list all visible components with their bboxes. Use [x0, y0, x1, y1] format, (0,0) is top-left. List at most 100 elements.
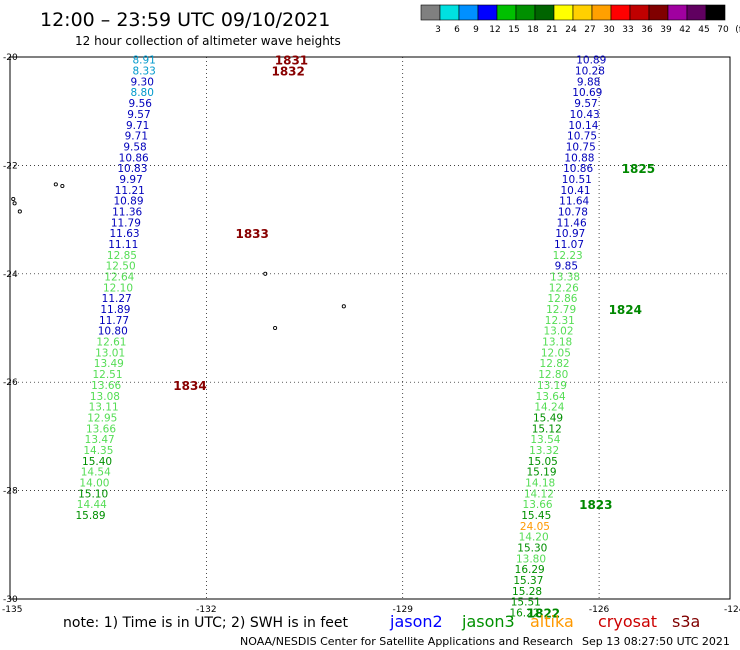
- swh-value: 9.57: [127, 109, 150, 121]
- legend-swatch: [515, 4, 536, 21]
- swh-value: 10.28: [575, 66, 605, 78]
- satellite-name: altika: [530, 612, 574, 631]
- island-mark: [263, 271, 268, 276]
- swh-value: 14.18: [525, 477, 555, 489]
- swh-value: 14.24: [534, 402, 564, 414]
- legend-label: 24: [565, 25, 577, 35]
- legend-label: 39: [660, 25, 672, 35]
- legend-swatch: [667, 4, 688, 21]
- swh-value: 12.95: [87, 412, 117, 424]
- swh-value: 15.28: [512, 586, 542, 598]
- swh-value: 9.58: [123, 141, 146, 153]
- swh-value: 13.38: [550, 272, 580, 284]
- swh-value: 12.82: [540, 358, 570, 370]
- swh-value: 14.20: [519, 532, 549, 544]
- swh-value: 13.02: [543, 326, 573, 338]
- time-label: 1824: [609, 303, 642, 317]
- swh-value: 9.85: [555, 261, 578, 273]
- swh-value: 15.51: [511, 597, 541, 609]
- island-mark: [53, 182, 58, 187]
- swh-value: 13.66: [91, 380, 121, 392]
- swh-value: 15.37: [513, 575, 543, 587]
- swh-value: 14.44: [77, 499, 107, 511]
- track-east: 10.8910.289.8810.699.5710.4310.1410.7510…: [509, 55, 606, 620]
- islands: [11, 182, 346, 331]
- swh-value: 10.89: [113, 196, 143, 208]
- swh-value: 15.05: [528, 456, 558, 468]
- swh-value: 12.10: [103, 282, 133, 294]
- legend-label: 3: [435, 25, 441, 35]
- swh-value: 9.97: [119, 174, 142, 186]
- legend-swatch: [591, 4, 612, 21]
- legend-swatch: [705, 4, 726, 21]
- legend-label: 33: [622, 25, 633, 35]
- swh-value: 13.18: [542, 337, 572, 349]
- legend-label: 6: [454, 25, 460, 35]
- swh-value: 15.45: [521, 510, 551, 522]
- swh-value: 11.21: [115, 185, 145, 197]
- swh-value: 12.80: [538, 369, 568, 381]
- legend-label: 45: [698, 25, 709, 35]
- swh-value: 10.43: [570, 109, 600, 121]
- swh-value: 15.10: [78, 488, 108, 500]
- swh-value: 13.49: [94, 358, 124, 370]
- swh-value: 10.14: [568, 120, 598, 132]
- swh-value: 13.32: [529, 445, 559, 457]
- x-tick-label: -135: [2, 605, 22, 615]
- legend-swatch: [610, 4, 631, 21]
- y-tick-labels: -20 -22 -24 -26 -28 -30: [3, 53, 18, 605]
- swh-value: 11.27: [102, 293, 132, 305]
- satellite-name: s3a: [672, 612, 700, 631]
- time-label: 1834: [173, 379, 206, 393]
- footer-note: note: 1) Time is in UTC; 2) SWH is in fe…: [63, 615, 349, 631]
- swh-value: 13.66: [523, 499, 553, 511]
- legend-label: 36: [641, 25, 653, 35]
- legend-swatch: [439, 4, 460, 21]
- y-tick-label: -24: [3, 270, 18, 280]
- swh-value: 10.83: [117, 163, 147, 175]
- y-tick-label: -26: [3, 378, 18, 388]
- swh-value: 12.64: [104, 272, 134, 284]
- y-tick-label: -30: [3, 595, 18, 605]
- legend-label: 27: [584, 25, 595, 35]
- swh-value: 12.50: [106, 261, 136, 273]
- swh-value: 12.05: [541, 347, 571, 359]
- legend-label: 15: [508, 25, 519, 35]
- swh-value: 12.85: [107, 250, 137, 262]
- y-tick-label: -22: [3, 161, 18, 171]
- satellite-name: cryosat: [598, 612, 657, 631]
- footer-timestamp: Sep 13 08:27:50 UTC 2021: [582, 635, 730, 648]
- swh-value: 13.54: [530, 434, 560, 446]
- swh-value: 11.63: [110, 228, 140, 240]
- swh-value: 15.40: [82, 456, 112, 468]
- swh-value: 11.36: [112, 206, 142, 218]
- swh-value: 9.71: [125, 131, 148, 143]
- swh-value: 10.97: [555, 228, 585, 240]
- island-mark: [273, 325, 278, 331]
- chart-subtitle: 12 hour collection of altimeter wave hei…: [75, 34, 341, 48]
- x-tick-label: -129: [393, 605, 414, 615]
- swh-value: 13.64: [536, 391, 566, 403]
- legend-label: 70: [717, 25, 729, 35]
- time-label: 1833: [235, 227, 268, 241]
- swh-value: 12.51: [92, 369, 122, 381]
- plot-frame: [9, 56, 731, 600]
- swh-value: 10.75: [566, 141, 596, 153]
- legend-swatch: [686, 4, 707, 21]
- swh-value: 8.80: [131, 87, 154, 99]
- swh-value: 12.61: [96, 337, 126, 349]
- swh-value: 11.64: [559, 196, 589, 208]
- legend-label: 9: [473, 25, 479, 35]
- legend-label: 12: [489, 25, 500, 35]
- time-label: 1831: [275, 54, 308, 68]
- swh-value: 10.89: [576, 55, 606, 67]
- legend-swatch: [496, 4, 517, 21]
- swh-value: 11.79: [111, 217, 141, 229]
- track-west: 8.918.339.308.809.569.579.719.719.5810.8…: [75, 55, 155, 522]
- swh-value: 12.23: [553, 250, 583, 262]
- time-label: 1825: [622, 162, 655, 176]
- legend-swatch: [572, 4, 593, 21]
- swh-value: 11.07: [554, 239, 584, 251]
- legend-label: 18: [527, 25, 539, 35]
